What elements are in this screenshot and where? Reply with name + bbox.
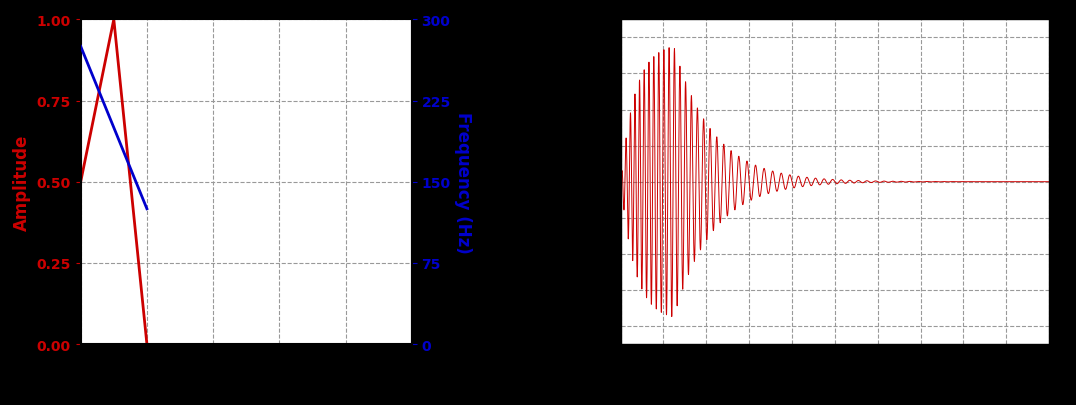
Y-axis label: Acceleration (g): Acceleration (g) (554, 107, 571, 257)
X-axis label: Time (ms): Time (ms) (208, 373, 285, 388)
X-axis label: Time (ms): Time (ms) (796, 373, 874, 388)
Y-axis label: Amplitude: Amplitude (13, 134, 31, 230)
Y-axis label: Frequency (Hz): Frequency (Hz) (454, 111, 471, 253)
